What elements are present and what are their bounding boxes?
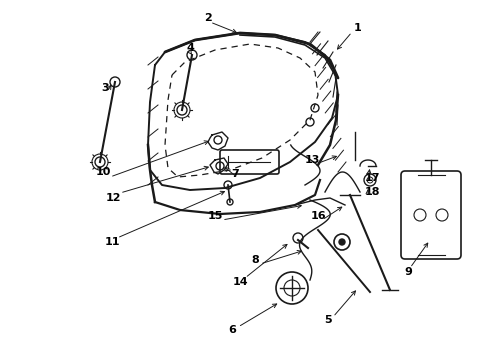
Text: 4: 4 [186, 43, 194, 53]
Text: 18: 18 [364, 187, 380, 197]
Text: 9: 9 [404, 267, 412, 277]
Text: 7: 7 [231, 169, 239, 179]
Text: 12: 12 [105, 193, 121, 203]
Text: 15: 15 [207, 211, 222, 221]
Text: 3: 3 [101, 83, 109, 93]
Text: 1: 1 [354, 23, 362, 33]
Text: 10: 10 [96, 167, 111, 177]
Text: 5: 5 [324, 315, 332, 325]
Text: 6: 6 [228, 325, 236, 335]
Text: 13: 13 [304, 155, 319, 165]
Text: 8: 8 [251, 255, 259, 265]
Text: 11: 11 [104, 237, 120, 247]
Text: 17: 17 [364, 173, 380, 183]
Text: 16: 16 [310, 211, 326, 221]
Text: 14: 14 [232, 277, 248, 287]
Circle shape [339, 239, 345, 245]
Text: 2: 2 [204, 13, 212, 23]
